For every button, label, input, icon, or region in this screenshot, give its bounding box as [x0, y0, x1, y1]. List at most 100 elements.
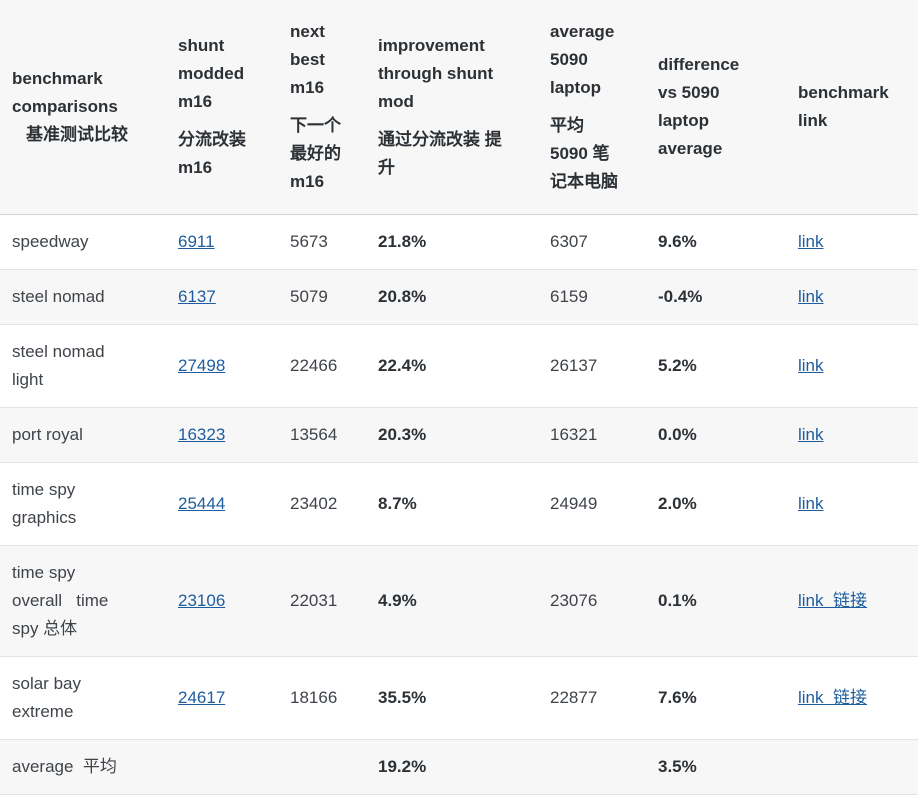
col-header-improvement: improvement through shunt mod 通过分流改装 提升	[366, 0, 538, 215]
benchmark-label: steel nomad light	[12, 342, 110, 389]
cell-improvement: 8.7%	[366, 462, 538, 546]
cell-shunt-modded-score: 25444	[166, 462, 278, 546]
header-text-en: shunt modded m16	[178, 36, 245, 111]
benchmark-label: steel nomad	[12, 287, 105, 306]
cell-benchmark-name: speedway	[0, 214, 166, 270]
shunt-score-link[interactable]: 23106	[178, 591, 226, 610]
cell-benchmark-name: time spy overall time spy 总体	[0, 545, 166, 657]
cell-difference: 3.5%	[646, 739, 786, 795]
cell-improvement: 22.4%	[366, 324, 538, 408]
cell-difference: -0.4%	[646, 269, 786, 325]
cell-difference: 0.0%	[646, 407, 786, 463]
cell-next-best-score: 18166	[278, 656, 366, 740]
difference-value: 3.5%	[658, 757, 697, 776]
header-text-wrap: average 5090 laptop 平均 5090 笔记本电脑	[550, 18, 622, 196]
header-text-wrap: improvement through shunt mod 通过分流改装 提升	[378, 32, 506, 182]
benchmark-link[interactable]: link 链接	[798, 591, 867, 610]
cell-benchmark-link: link	[786, 324, 918, 408]
average-5090-value: 24949	[550, 494, 598, 513]
cell-average-5090: 24949	[538, 462, 646, 546]
improvement-value: 8.7%	[378, 494, 417, 513]
shunt-score-link[interactable]: 25444	[178, 494, 226, 513]
table-row: average 平均 19.2% 3.5%	[0, 739, 918, 795]
benchmark-link[interactable]: link	[798, 287, 824, 306]
benchmark-label: solar bay extreme	[12, 674, 86, 721]
next-best-value: 5079	[290, 287, 328, 306]
improvement-value: 4.9%	[378, 591, 417, 610]
table-row: time spy graphics 25444 23402 8.7% 24949…	[0, 462, 918, 546]
cell-benchmark-name: steel nomad light	[0, 324, 166, 408]
difference-value: 0.1%	[658, 591, 697, 610]
benchmark-label: average 平均	[12, 757, 117, 776]
difference-value: 9.6%	[658, 232, 697, 251]
table-row: time spy overall time spy 总体 23106 22031…	[0, 545, 918, 657]
cell-shunt-modded-score: 27498	[166, 324, 278, 408]
cell-difference: 9.6%	[646, 214, 786, 270]
cell-average-5090: 6307	[538, 214, 646, 270]
cell-average-5090: 16321	[538, 407, 646, 463]
average-5090-value: 16321	[550, 425, 598, 444]
average-5090-value: 23076	[550, 591, 598, 610]
cell-next-best-score: 5673	[278, 214, 366, 270]
cell-next-best-score: 22466	[278, 324, 366, 408]
cell-improvement: 19.2%	[366, 739, 538, 795]
benchmark-link[interactable]: link 链接	[798, 688, 867, 707]
benchmark-link[interactable]: link	[798, 356, 824, 375]
average-5090-value: 6159	[550, 287, 588, 306]
cell-next-best-score: 23402	[278, 462, 366, 546]
cell-shunt-modded-score: 6911	[166, 214, 278, 270]
improvement-value: 20.3%	[378, 425, 427, 444]
next-best-value: 23402	[290, 494, 338, 513]
cell-benchmark-link: link	[786, 462, 918, 546]
cell-benchmark-name: average 平均	[0, 739, 166, 795]
col-header-next-best-m16: next best m16 下一个 最好的 m16	[278, 0, 366, 215]
header-text-zh: 平均 5090 笔记本电脑	[550, 116, 618, 191]
col-header-difference: difference vs 5090 laptop average	[646, 0, 786, 215]
benchmark-label: time spy overall time spy 总体	[12, 563, 114, 638]
shunt-score-link[interactable]: 27498	[178, 356, 226, 375]
shunt-score-link[interactable]: 16323	[178, 425, 226, 444]
cell-benchmark-link	[786, 739, 918, 795]
improvement-value: 22.4%	[378, 356, 427, 375]
cell-average-5090: 26137	[538, 324, 646, 408]
cell-next-best-score: 22031	[278, 545, 366, 657]
table-row: steel nomad 6137 5079 20.8% 6159 -0.4% l…	[0, 269, 918, 325]
improvement-value: 21.8%	[378, 232, 427, 251]
cell-improvement: 35.5%	[366, 656, 538, 740]
header-text-en: difference vs 5090 laptop average	[658, 55, 740, 158]
table-header: benchmark comparisons 基准测试比较 shunt modde…	[0, 0, 918, 215]
table-body: speedway 6911 5673 21.8% 6307 9.6% link …	[0, 214, 918, 795]
cell-difference: 0.1%	[646, 545, 786, 657]
shunt-score-link[interactable]: 6911	[178, 232, 215, 251]
cell-average-5090: 6159	[538, 269, 646, 325]
table-row: port royal 16323 13564 20.3% 16321 0.0% …	[0, 407, 918, 463]
table-row: solar bay extreme 24617 18166 35.5% 2287…	[0, 656, 918, 740]
benchmark-link[interactable]: link	[798, 494, 824, 513]
col-header-benchmark-comparisons: benchmark comparisons 基准测试比较	[0, 0, 166, 215]
table-row: steel nomad light 27498 22466 22.4% 2613…	[0, 324, 918, 408]
header-text-en: next best m16	[290, 22, 325, 97]
cell-shunt-modded-score: 6137	[166, 269, 278, 325]
col-header-shunt-modded-m16: shunt modded m16 分流改装 m16	[166, 0, 278, 215]
cell-benchmark-name: port royal	[0, 407, 166, 463]
cell-improvement: 21.8%	[366, 214, 538, 270]
benchmark-label: port royal	[12, 425, 83, 444]
cell-average-5090: 22877	[538, 656, 646, 740]
cell-benchmark-name: time spy graphics	[0, 462, 166, 546]
benchmark-link[interactable]: link	[798, 425, 824, 444]
shunt-score-link[interactable]: 6137	[178, 287, 216, 306]
cell-benchmark-link: link 链接	[786, 545, 918, 657]
shunt-score-link[interactable]: 24617	[178, 688, 226, 707]
benchmark-link[interactable]: link	[798, 232, 824, 251]
cell-next-best-score	[278, 739, 366, 795]
improvement-value: 20.8%	[378, 287, 427, 306]
cell-benchmark-name: solar bay extreme	[0, 656, 166, 740]
cell-average-5090: 23076	[538, 545, 646, 657]
improvement-value: 35.5%	[378, 688, 427, 707]
benchmark-label: speedway	[12, 232, 89, 251]
benchmark-label: time spy graphics	[12, 480, 81, 527]
header-row: benchmark comparisons 基准测试比较 shunt modde…	[0, 0, 918, 215]
average-5090-value: 26137	[550, 356, 598, 375]
cell-shunt-modded-score: 16323	[166, 407, 278, 463]
